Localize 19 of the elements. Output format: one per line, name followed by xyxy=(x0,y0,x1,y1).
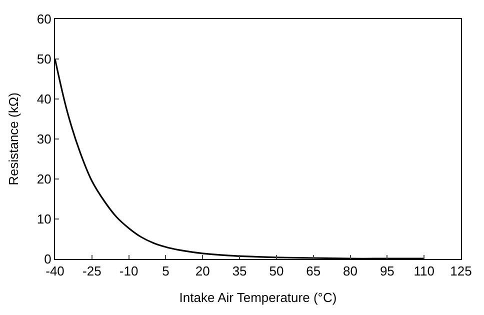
y-tick-label: 10 xyxy=(36,212,52,227)
x-tick-label: 110 xyxy=(414,264,434,279)
x-tick-label: 20 xyxy=(195,264,210,279)
x-tick-label: 5 xyxy=(162,264,170,279)
x-tick-label: 80 xyxy=(343,264,358,279)
x-tick-label: -25 xyxy=(82,264,102,279)
y-axis-title: Resistance (kΩ) xyxy=(6,92,21,186)
x-tick-label: 125 xyxy=(450,264,472,279)
x-tick-label: 65 xyxy=(306,264,321,279)
x-axis-title: Intake Air Temperature (°C) xyxy=(179,290,337,306)
x-tick-label: 50 xyxy=(269,264,284,279)
x-tick-label: 35 xyxy=(232,264,247,279)
y-tick-label: 50 xyxy=(36,52,52,67)
x-tick-label: -10 xyxy=(119,264,138,279)
y-tick-label: 20 xyxy=(36,172,52,187)
y-tick-label: 40 xyxy=(36,92,52,107)
y-tick-label: 60 xyxy=(36,12,52,27)
x-tick-label: 95 xyxy=(380,264,394,279)
y-tick-label: 30 xyxy=(36,132,52,147)
